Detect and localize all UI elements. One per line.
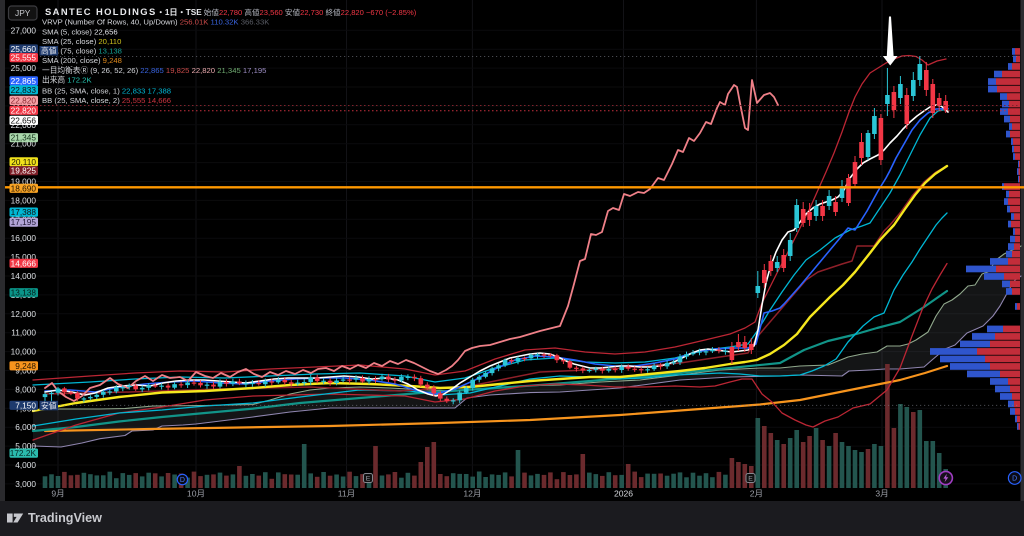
svg-text:9,248: 9,248: [15, 361, 36, 371]
svg-text:D: D: [1012, 476, 1017, 483]
svg-text:25,555: 25,555: [11, 53, 37, 63]
svg-text:VRVP (Number Of Rows, 40, Up/D: VRVP (Number Of Rows, 40, Up/Down) 256.0…: [42, 18, 270, 27]
svg-text:25,000: 25,000: [11, 63, 37, 73]
svg-text:SMA (200, close) 9,248: SMA (200, close) 9,248: [42, 56, 122, 65]
svg-text:5,000: 5,000: [15, 441, 36, 451]
svg-text:22,865: 22,865: [11, 76, 37, 86]
svg-text:22,833: 22,833: [11, 85, 37, 95]
svg-text:一目均衡表Ⓡ (9, 26, 52, 26) 22,865: 一目均衡表Ⓡ (9, 26, 52, 26) 22,865 19,825 22,…: [42, 65, 266, 75]
svg-text:9,000: 9,000: [15, 366, 36, 376]
svg-text:3月: 3月: [875, 489, 888, 499]
svg-text:7,150: 7,150: [15, 400, 36, 410]
svg-text:14,000: 14,000: [11, 271, 37, 281]
svg-text:21,000: 21,000: [11, 139, 37, 149]
svg-text:12,000: 12,000: [11, 309, 37, 319]
svg-text:12月: 12月: [463, 489, 481, 499]
svg-text:15,000: 15,000: [11, 252, 37, 262]
svg-text:25,660: 25,660: [11, 44, 37, 54]
svg-text:6,000: 6,000: [15, 422, 36, 432]
svg-text:2月: 2月: [750, 489, 763, 499]
svg-text:BB (25, SMA, close, 1) 22,833: BB (25, SMA, close, 1) 22,833 17,388: [42, 86, 171, 95]
svg-text:22,820: 22,820: [11, 105, 37, 115]
svg-text:SMA (5, close) 22,656: SMA (5, close) 22,656: [42, 27, 118, 36]
svg-text:21,345: 21,345: [11, 133, 37, 143]
svg-text:27,000: 27,000: [11, 25, 37, 35]
svg-text:2026: 2026: [614, 489, 633, 499]
svg-text:3,000: 3,000: [15, 479, 36, 489]
svg-text:BB (25, SMA, close, 2) 25,555: BB (25, SMA, close, 2) 25,555 14,666: [42, 96, 171, 105]
svg-text:19,825: 19,825: [11, 166, 37, 176]
svg-text:11,000: 11,000: [11, 328, 36, 338]
svg-text:10月: 10月: [187, 489, 205, 499]
svg-text:11月: 11月: [338, 489, 356, 499]
svg-text:22,656: 22,656: [11, 115, 37, 125]
svg-text:SMA (75, close) 13,138: SMA (75, close) 13,138: [42, 47, 122, 56]
svg-text:18,690: 18,690: [11, 183, 37, 193]
svg-text:JPY: JPY: [15, 8, 31, 18]
svg-text:TradingView: TradingView: [28, 511, 102, 525]
svg-text:16,000: 16,000: [11, 233, 37, 243]
svg-text:SANTEC HOLDINGS・1日・TSE 始値22,78: SANTEC HOLDINGS・1日・TSE 始値22,780 高値23,560…: [45, 6, 417, 17]
svg-text:高値: 高値: [41, 46, 57, 56]
svg-text:D: D: [180, 477, 185, 484]
svg-text:出来高 172.2K: 出来高 172.2K: [42, 75, 92, 85]
svg-text:19,000: 19,000: [11, 177, 37, 187]
svg-text:E: E: [366, 476, 371, 483]
svg-text:17,195: 17,195: [11, 217, 37, 227]
svg-text:4,000: 4,000: [15, 460, 36, 470]
svg-text:14,666: 14,666: [11, 258, 37, 268]
svg-text:SMA (25, close) 20,110: SMA (25, close) 20,110: [42, 37, 121, 46]
svg-text:17,388: 17,388: [11, 207, 37, 217]
svg-text:安値: 安値: [41, 400, 57, 410]
svg-text:13,138: 13,138: [11, 288, 37, 298]
svg-text:9月: 9月: [51, 489, 64, 499]
svg-text:22,820: 22,820: [11, 95, 37, 105]
svg-text:172.2K: 172.2K: [10, 448, 37, 458]
svg-text:8,000: 8,000: [15, 384, 36, 394]
svg-text:10,000: 10,000: [11, 347, 37, 357]
svg-text:18,000: 18,000: [11, 195, 37, 205]
svg-text:E: E: [748, 476, 753, 483]
svg-text:20,110: 20,110: [11, 157, 36, 167]
